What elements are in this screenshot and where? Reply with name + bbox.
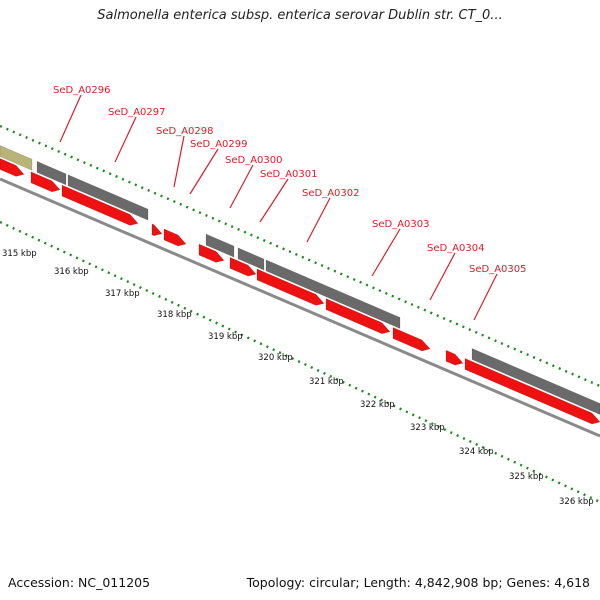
gene-bar-gray[interactable] (67, 174, 149, 221)
scale-label: 317 kbp (105, 289, 140, 299)
gene-arrow-red[interactable] (163, 228, 187, 247)
gene-arrow-red[interactable] (198, 243, 225, 263)
gene-label[interactable]: SeD_A0301 (260, 169, 318, 180)
gene-label[interactable]: SeD_A0299 (190, 139, 248, 150)
label-leader-line (306, 197, 331, 243)
gene-arrow-red[interactable] (61, 184, 139, 226)
gene-arrow-red[interactable] (30, 171, 61, 193)
label-leader-line (371, 228, 401, 277)
scale-label: 324 kbp (459, 447, 494, 457)
scale-label: 318 kbp (157, 310, 192, 320)
gene-label[interactable]: SeD_A0300 (225, 155, 283, 166)
label-leader-line (429, 252, 456, 301)
gene-label[interactable]: SeD_A0304 (427, 243, 485, 254)
gene-bar-gray[interactable] (36, 160, 67, 186)
gene-label[interactable]: SeD_A0296 (53, 85, 111, 96)
scale-label: 316 kbp (54, 267, 89, 277)
gene-label[interactable]: SeD_A0303 (372, 219, 430, 230)
gene-arrow-red[interactable] (229, 256, 257, 277)
scale-label: 323 kbp (410, 423, 445, 433)
gene-arrow-red[interactable] (392, 327, 431, 352)
scale-label: 326 kbp (559, 497, 594, 507)
scale-label: 325 kbp (509, 472, 544, 482)
map-title: Salmonella enterica subsp. enterica sero… (97, 8, 503, 23)
gene-bar-gray[interactable] (205, 233, 235, 258)
label-leader-line (473, 273, 498, 321)
upper-tick-track (0, 124, 600, 388)
label-leader-line (189, 148, 219, 195)
label-leader-line (59, 94, 82, 143)
gene-arrow-red[interactable] (256, 268, 325, 306)
gene-bar-olive[interactable] (0, 145, 33, 171)
scale-label: 320 kbp (258, 353, 293, 363)
label-leader-line (114, 116, 137, 163)
gene-arrow-red[interactable] (0, 158, 25, 177)
label-leader-line (229, 164, 254, 209)
scale-label: 322 kbp (360, 400, 395, 410)
scale-label: 315 kbp (2, 249, 37, 259)
gene-arrow-red[interactable] (464, 357, 600, 425)
label-leader-line (259, 178, 289, 223)
gene-label[interactable]: SeD_A0298 (156, 126, 214, 137)
accession-text: Accession: NC_011205 (8, 575, 151, 590)
gene-label[interactable]: SeD_A0302 (302, 188, 360, 199)
genome-summary: Topology: circular; Length: 4,842,908 bp… (246, 575, 590, 590)
gene-label[interactable]: SeD_A0305 (469, 264, 527, 275)
scale-label: 321 kbp (309, 377, 344, 387)
gene-bar-gray[interactable] (471, 348, 600, 415)
gene-label[interactable]: SeD_A0297 (108, 107, 166, 118)
label-leader-line (173, 135, 185, 188)
gene-arrow-red[interactable] (445, 349, 464, 366)
scale-label: 319 kbp (208, 332, 243, 342)
gene-arrow-red[interactable] (325, 298, 391, 335)
sequence-backbone (0, 177, 600, 438)
gene-bar-gray[interactable] (265, 259, 401, 329)
gene-bar-gray[interactable] (237, 247, 265, 271)
gene-arrow-red[interactable] (151, 223, 163, 237)
